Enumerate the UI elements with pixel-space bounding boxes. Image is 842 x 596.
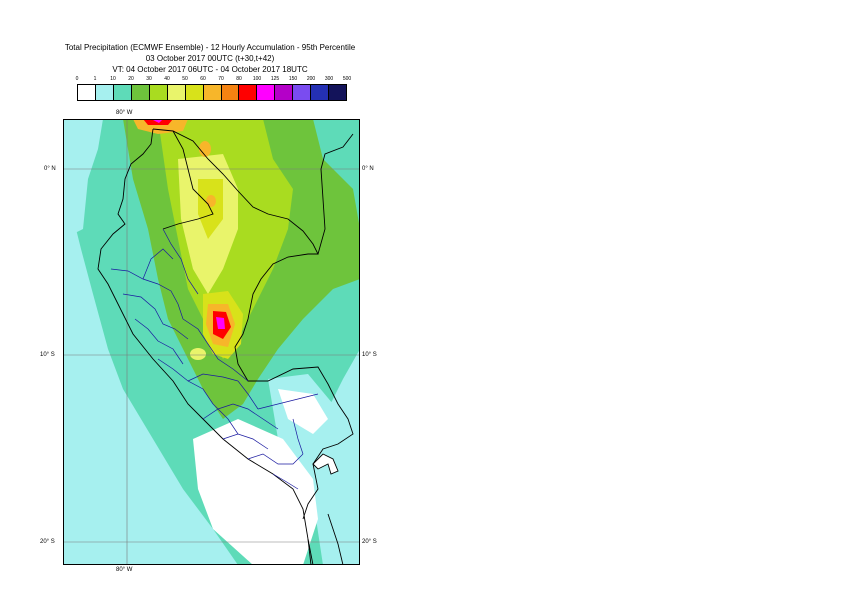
legend-swatch: [167, 85, 186, 100]
field-central-magenta: [216, 317, 225, 329]
field-spot-3: [190, 348, 206, 360]
lon-label-bottom: 80° W: [116, 567, 133, 573]
color-legend: 0 1 10 20 30 40 50 60 70 80 100 125 150 200 300 500: [75, 76, 352, 102]
border-bolivia-chile: [327, 513, 344, 565]
legend-swatch: [185, 85, 204, 100]
border-colombia-brazil: [317, 133, 354, 255]
field-ocean-north: [63, 119, 103, 239]
legend-threshold-label: 10: [110, 76, 116, 82]
legend-threshold-label: 100: [252, 76, 262, 82]
lat-label-left-10s: 10° S: [40, 352, 55, 358]
map-frame: [63, 119, 360, 565]
legend-threshold-label: 50: [182, 76, 188, 82]
field-spot-1: [199, 141, 211, 157]
legend-threshold-label: 1: [93, 76, 97, 82]
legend-threshold-label: 500: [342, 76, 352, 82]
field-dry-south: [193, 419, 318, 565]
lon-label-top: 80° W: [116, 110, 133, 116]
legend-threshold-label: 80: [236, 76, 242, 82]
coastline-chile: [307, 538, 312, 565]
legend-color-bar: [77, 84, 347, 101]
legend-threshold-label: 70: [218, 76, 224, 82]
legend-swatch: [239, 85, 258, 100]
legend-swatch: [293, 85, 312, 100]
legend-threshold-label: 30: [146, 76, 152, 82]
valid-time: VT: 04 October 2017 06UTC - 04 October 2…: [112, 65, 308, 74]
map-canvas: [63, 119, 360, 565]
legend-swatch: [131, 85, 150, 100]
legend-threshold-label: 0: [75, 76, 79, 82]
border-ecuador: [162, 130, 214, 230]
legend-threshold-label: 60: [200, 76, 206, 82]
legend-threshold-label: 150: [288, 76, 298, 82]
legend-threshold-label: 40: [164, 76, 170, 82]
border-peru-north-east: [152, 128, 354, 520]
regional-borders: [110, 228, 319, 490]
base-time: 03 October 2017 00UTC (t+30,t+42): [145, 54, 275, 63]
legend-swatch: [149, 85, 168, 100]
legend-threshold-label: 125: [270, 76, 280, 82]
field-dry-patch: [278, 389, 328, 434]
legend-threshold-label: 300: [324, 76, 334, 82]
lat-label-right-0: 0° N: [362, 166, 374, 172]
legend-threshold-label: 20: [128, 76, 134, 82]
field-ocean: [63, 119, 238, 565]
legend-swatch: [78, 85, 96, 100]
lat-label-right-10s: 10° S: [362, 352, 377, 358]
map-title: Total Precipitation (ECMWF Ensemble) - 1…: [64, 43, 356, 52]
legend-swatch: [311, 85, 330, 100]
lat-label-right-20s: 20° S: [362, 539, 377, 545]
field-spot-2: [206, 195, 216, 207]
lat-label-left-0: 0° N: [44, 166, 56, 172]
precipitation-map: [63, 119, 360, 565]
legend-swatch: [221, 85, 240, 100]
legend-labels: 0 1 10 20 30 40 50 60 70 80 100 125 150 200 300 500: [75, 76, 352, 84]
lat-label-left-20s: 20° S: [40, 539, 55, 545]
legend-swatch: [257, 85, 276, 100]
legend-threshold-label: 200: [306, 76, 316, 82]
legend-swatch: [95, 85, 114, 100]
legend-swatch: [203, 85, 222, 100]
legend-swatch: [113, 85, 132, 100]
legend-swatch: [329, 85, 347, 100]
lake-titicaca: [312, 453, 339, 475]
legend-swatch: [275, 85, 294, 100]
